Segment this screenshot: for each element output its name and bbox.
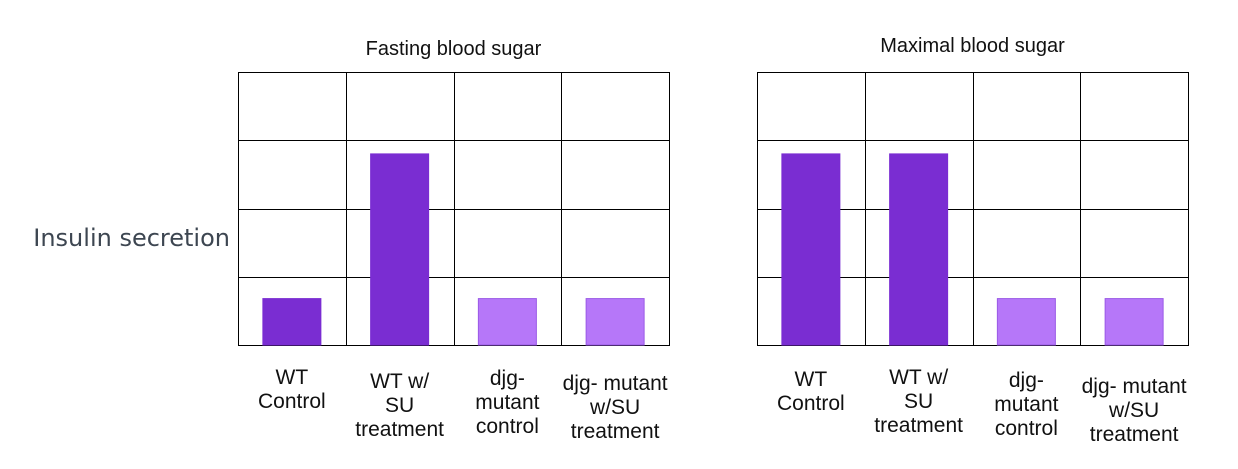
- x-tick-label-line: w/SU: [1108, 399, 1159, 422]
- x-tick-label-line: SU: [385, 394, 414, 417]
- x-tick-label-line: treatment: [1090, 423, 1179, 446]
- x-tick-label-line: djg-: [490, 367, 525, 390]
- x-tick-label-line: Control: [777, 392, 845, 415]
- x-tick-label: WT w/SU treatment: [874, 366, 963, 437]
- x-tick-label-line: WT: [276, 366, 309, 389]
- x-tick-label-line: treatment: [571, 420, 660, 443]
- x-tick-label-line: WT w/: [370, 370, 429, 393]
- x-tick-label: WT Control: [777, 368, 845, 415]
- bar: [1104, 298, 1164, 346]
- x-tick-label-line: mutant: [994, 393, 1058, 416]
- x-tick-label-line: mutant: [475, 391, 539, 414]
- x-tick-label-line: treatment: [355, 418, 444, 441]
- y-axis-label: Insulin secretion: [33, 224, 230, 252]
- x-tick-label: WT w/SU treatment: [355, 370, 444, 441]
- bar: [996, 298, 1056, 346]
- bar: [262, 298, 322, 346]
- x-tick-label-line: control: [995, 417, 1058, 440]
- bar: [585, 298, 645, 346]
- chart-title: Fasting blood sugar: [366, 38, 542, 60]
- x-tick-label-line: WT: [795, 368, 828, 391]
- x-tick-label-line: control: [476, 415, 539, 438]
- x-tick-label: WT Control: [258, 366, 326, 413]
- x-tick-label-line: w/SU: [589, 396, 640, 419]
- chart-title: Maximal blood sugar: [880, 35, 1065, 57]
- x-tick-label: djg- mutant w/SU treatment: [1082, 375, 1187, 446]
- bar: [889, 153, 949, 346]
- x-tick-label-line: Control: [258, 390, 326, 413]
- bar: [477, 298, 537, 346]
- x-tick-label: djg-mutant control: [475, 367, 539, 438]
- x-tick-label-line: djg- mutant: [1082, 375, 1187, 398]
- x-tick-label-line: djg- mutant: [563, 372, 668, 395]
- x-tick-label-line: treatment: [874, 414, 963, 437]
- x-tick-label-line: djg-: [1009, 369, 1044, 392]
- bar: [370, 153, 430, 346]
- x-tick-label-line: WT w/: [889, 366, 948, 389]
- x-tick-label: djg-mutant control: [994, 369, 1058, 440]
- x-tick-label-line: SU: [904, 390, 933, 413]
- x-tick-label: djg- mutant w/SU treatment: [563, 372, 668, 443]
- bar: [781, 153, 841, 346]
